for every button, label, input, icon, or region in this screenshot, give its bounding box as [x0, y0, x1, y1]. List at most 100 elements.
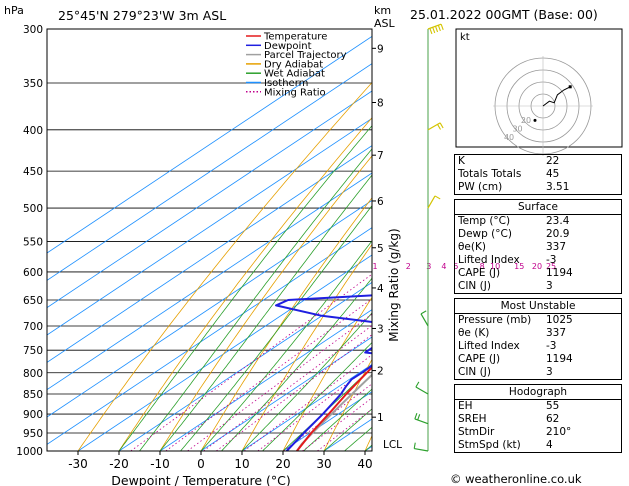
index-value: 22: [546, 155, 560, 167]
legend-label: Dewpoint: [264, 41, 312, 52]
pressure-tick-label: 550: [23, 236, 43, 248]
mu-label: CAPE (J): [458, 353, 501, 365]
wet-adiabat-line: [262, 341, 372, 451]
wind-barb-flag: [429, 28, 433, 35]
isotherm-line: [159, 309, 372, 451]
x-tick-label: 20: [275, 457, 290, 471]
mixing-ratio-axis-title: Mixing Ratio (g/kg): [387, 228, 401, 341]
index-label: K: [458, 155, 465, 167]
wind-barb-flag: [440, 24, 444, 31]
wind-barb-flag: [415, 381, 420, 388]
wind-barb-flag: [437, 25, 441, 32]
hodograph-frame: [455, 28, 623, 148]
pressure-tick-label: 400: [23, 125, 43, 137]
wind-barb-flag: [414, 413, 418, 420]
legend-label: Dry Adiabat: [264, 59, 323, 70]
mixing-ratio-label: 4: [441, 262, 446, 271]
height-tick-label: 7: [377, 150, 384, 162]
legend-label: Wet Adiabat: [264, 69, 325, 80]
x-tick-label: -20: [109, 457, 129, 471]
height-tick-label: 5: [377, 243, 384, 255]
index-value: 45: [546, 168, 560, 180]
index-row-totals: Totals Totals 45: [455, 168, 621, 181]
height-tick-label: 9: [377, 43, 384, 55]
mixing-ratio-label: 10: [490, 262, 500, 271]
wind-barb-flag: [413, 442, 416, 449]
surface-label: Lifted Index: [458, 254, 520, 266]
mixing-ratio-line: [130, 273, 372, 451]
isotherm-line: [47, 117, 372, 336]
surface-row: θe(K) 337: [455, 241, 621, 254]
parcel-trajectory-line: [296, 373, 372, 451]
wind-barb-shaft: [427, 195, 436, 209]
mu-row: CAPE (J) 1194: [455, 353, 621, 366]
dry-adiabat-line: [241, 243, 372, 451]
x-tick-label: 40: [357, 457, 372, 471]
wind-barb-shaft: [415, 386, 429, 395]
isotherm-line: [47, 63, 372, 281]
isotherm-line: [200, 336, 372, 451]
surface-row: Dewp (°C) 20.9: [455, 228, 621, 241]
pressure-tick-label: 300: [23, 24, 43, 36]
mixing-ratio-line: [302, 397, 372, 451]
surface-title: Surface: [455, 200, 621, 215]
wet-adiabat-line: [139, 148, 372, 451]
mixing-ratio-label: 5: [453, 262, 458, 271]
lcl-label: LCL: [383, 439, 402, 451]
wind-barb-shaft: [414, 418, 429, 425]
index-row-pw: PW (cm) 3.51: [455, 181, 621, 194]
hodo-label: SREH: [458, 413, 487, 425]
isotherm-line: [118, 281, 372, 451]
legend-label: Temperature: [263, 32, 327, 43]
index-value: 3.51: [546, 181, 570, 193]
surface-label: Dewp (°C): [458, 228, 512, 240]
isotherm-line: [241, 363, 372, 451]
wind-barb-flag: [420, 310, 427, 315]
surface-label: CAPE (J): [458, 267, 501, 279]
x-tick-label: -10: [150, 457, 170, 471]
dry-adiabat-line: [159, 155, 372, 451]
mu-label: Lifted Index: [458, 340, 520, 352]
legend-label: Isotherm: [264, 78, 308, 89]
isotherm-line: [47, 199, 372, 418]
index-label: PW (cm): [458, 181, 503, 193]
pressure-unit-label: hPa: [4, 4, 24, 17]
pressure-tick-label: 750: [23, 345, 43, 357]
hodograph-ring-label: 20: [521, 116, 531, 125]
hodo-label: StmDir: [458, 426, 495, 438]
mixing-ratio-label: 2: [406, 262, 411, 271]
wind-barbs: [413, 23, 444, 452]
wet-adiabat-line: [303, 388, 372, 451]
x-tick-label: 30: [316, 457, 331, 471]
mixing-ratio-label: 8: [480, 262, 485, 271]
hodo-value: 4: [546, 439, 553, 451]
x-tick-label: 0: [197, 457, 205, 471]
mu-label: Pressure (mb): [458, 314, 532, 326]
mu-label: θe (K): [458, 327, 490, 339]
wind-barb-flag: [417, 414, 421, 421]
dry-adiabat-line: [282, 296, 372, 451]
hodo-value: 210°: [546, 426, 572, 438]
height-tick-label: 3: [377, 323, 384, 335]
hodo-row: EH 55: [455, 400, 621, 413]
mixing-ratio-label: 3: [426, 262, 431, 271]
wind-barb-flag: [437, 124, 442, 130]
indices-box: K 22 Totals Totals 45 PW (cm) 3.51: [454, 154, 622, 195]
hodograph-trace: [542, 86, 571, 107]
wet-adiabat-line: [159, 174, 372, 451]
surface-label: CIN (J): [458, 280, 491, 292]
isotherm-line: [77, 254, 372, 451]
surface-value: 337: [546, 241, 567, 253]
x-axis-title: Dewpoint / Temperature (°C): [111, 473, 290, 486]
surface-value: 20.9: [546, 228, 570, 240]
pressure-tick-label: 1000: [16, 446, 43, 458]
hodo-value: 62: [546, 413, 560, 425]
surface-row: CAPE (J) 1194: [455, 267, 621, 280]
mu-value: 1194: [546, 353, 573, 365]
height-tick-label: 6: [377, 196, 384, 208]
pressure-tick-label: 900: [23, 409, 43, 421]
pressure-tick-label: 500: [23, 203, 43, 215]
legend-label: Parcel Trajectory: [264, 50, 347, 61]
